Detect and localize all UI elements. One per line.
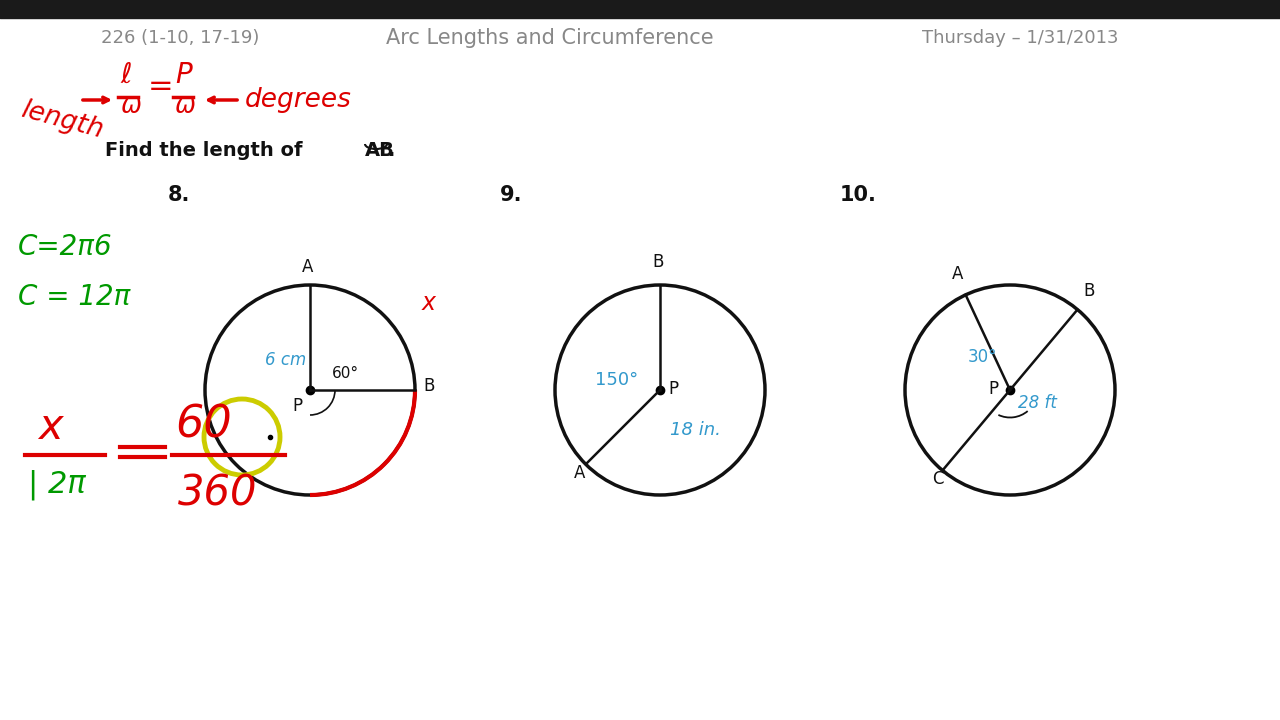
Text: 360: 360 (178, 472, 257, 514)
Text: length: length (18, 96, 106, 143)
Text: P: P (292, 397, 302, 415)
Text: 9.: 9. (500, 185, 522, 205)
Text: ℓ: ℓ (120, 61, 132, 89)
Text: P: P (668, 380, 678, 398)
Text: 226 (1-10, 17-19): 226 (1-10, 17-19) (101, 29, 259, 47)
Text: P: P (988, 380, 998, 398)
Text: A: A (573, 464, 585, 482)
Text: C = 12π: C = 12π (18, 283, 131, 311)
Text: =: = (148, 72, 174, 101)
Text: 28 ft: 28 ft (1018, 394, 1057, 412)
Text: B: B (652, 253, 663, 271)
Text: degrees: degrees (244, 87, 352, 113)
Text: 150°: 150° (595, 371, 639, 389)
Text: 6 cm: 6 cm (265, 351, 306, 369)
Text: 30°: 30° (968, 348, 997, 366)
Text: | 2π: | 2π (28, 469, 86, 500)
Text: ω: ω (122, 94, 142, 118)
Text: x: x (38, 406, 63, 448)
Text: 60: 60 (175, 403, 232, 446)
Text: 8.: 8. (168, 185, 191, 205)
Text: A: A (951, 265, 963, 283)
Text: x: x (422, 291, 436, 315)
Text: P: P (175, 61, 192, 89)
Text: Find the length of: Find the length of (105, 140, 310, 160)
Text: ω: ω (175, 94, 196, 118)
Text: AB: AB (365, 140, 394, 160)
Text: B: B (422, 377, 434, 395)
Text: 10.: 10. (840, 185, 877, 205)
Text: Thursday – 1/31/2013: Thursday – 1/31/2013 (922, 29, 1119, 47)
Text: 18 in.: 18 in. (669, 421, 721, 439)
Text: B: B (1083, 282, 1094, 300)
Text: Arc Lengths and Circumference: Arc Lengths and Circumference (387, 28, 714, 48)
Text: C: C (933, 470, 945, 488)
Text: 60°: 60° (332, 366, 360, 381)
Text: .: . (388, 140, 396, 160)
Text: A: A (302, 258, 314, 276)
Text: C=2π6: C=2π6 (18, 233, 113, 261)
